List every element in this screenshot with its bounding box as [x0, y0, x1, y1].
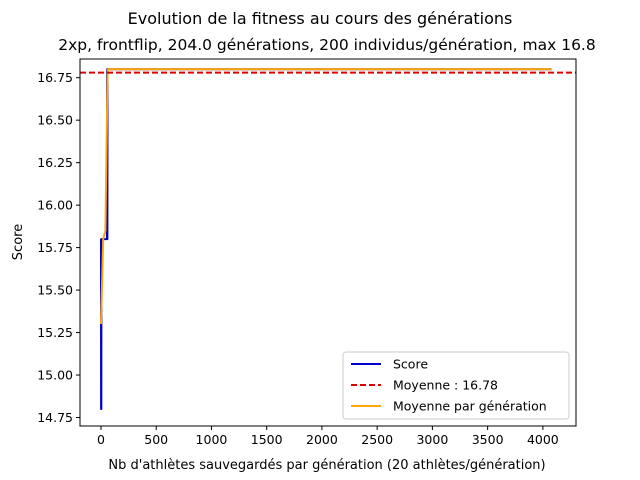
x-tick-label: 0	[97, 432, 105, 447]
series-line-score	[99, 68, 552, 411]
x-tick-label: 3000	[416, 432, 448, 447]
x-tick-label: 2000	[306, 432, 338, 447]
y-tick-label: 15.50	[37, 283, 73, 298]
x-tick-label: 4000	[527, 432, 559, 447]
x-tick-label: 2500	[361, 432, 393, 447]
plot-frame	[79, 58, 577, 427]
x-tick-label: 500	[144, 432, 168, 447]
y-tick-label: 15.75	[37, 240, 73, 255]
y-tick-label: 16.50	[37, 113, 73, 128]
series-line-generation-mean	[99, 68, 552, 325]
x-axis-label: Nb d'athlètes sauvegardés par génération…	[108, 458, 545, 473]
x-tick-label: 1500	[251, 432, 283, 447]
y-tick-label: 15.25	[37, 325, 73, 340]
plot-area	[80, 68, 576, 411]
x-tick-label: 3500	[472, 432, 504, 447]
legend-label-score: Score	[393, 357, 428, 372]
y-tick-label: 16.75	[37, 70, 73, 85]
axis-ticks: 0 500 1000 1500 2000 2500 3000 3500 4000 14.75 15.…	[37, 70, 559, 447]
y-tick-label: 14.75	[37, 410, 73, 425]
legend: Score Moyenne : 16.78 Moyenne par généra…	[342, 351, 570, 420]
x-tick-label: 1000	[196, 432, 228, 447]
chart-title: 2xp, frontflip, 204.0 générations, 200 i…	[58, 36, 595, 54]
chart-suptitle: Evolution de la fitness au cours des gén…	[128, 9, 513, 28]
y-tick-label: 16.00	[37, 198, 73, 213]
legend-box	[342, 351, 570, 420]
legend-label-gen-mean: Moyenne par génération	[393, 399, 547, 414]
y-tick-label: 16.25	[37, 155, 73, 170]
legend-label-mean: Moyenne : 16.78	[393, 378, 498, 393]
y-tick-label: 15.00	[37, 368, 73, 383]
y-axis-label: Score	[11, 224, 26, 260]
